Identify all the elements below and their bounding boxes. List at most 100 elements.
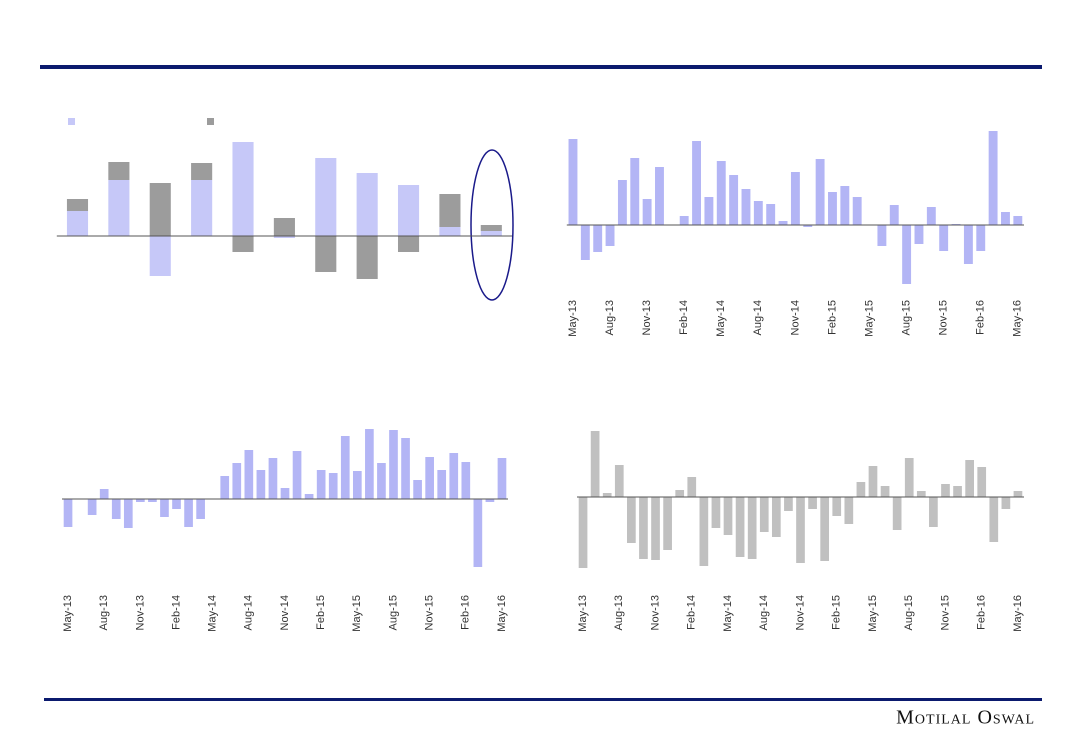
bar — [244, 450, 254, 499]
x-tick-label: Aug-14 — [758, 595, 770, 630]
bar — [292, 451, 302, 499]
x-tick-label: Nov-14 — [794, 595, 806, 630]
bar — [99, 489, 109, 499]
x-tick-label: May-14 — [722, 595, 734, 632]
bar — [1001, 212, 1010, 225]
bar — [877, 225, 887, 246]
x-tick-label: Nov-15 — [939, 595, 951, 630]
bar — [753, 201, 763, 225]
bar — [627, 497, 636, 543]
bar — [389, 430, 398, 499]
bar — [630, 158, 640, 225]
x-tick-label: May-13 — [62, 595, 74, 632]
bar — [280, 488, 290, 499]
bar — [699, 497, 709, 566]
bar — [803, 225, 813, 227]
bar — [655, 167, 664, 225]
bar — [747, 497, 757, 559]
bar — [904, 458, 914, 497]
bar — [832, 497, 842, 516]
footer-logo: Motilal Oswal — [896, 707, 1035, 729]
bar — [963, 225, 973, 264]
bar — [184, 499, 193, 527]
bar — [941, 484, 950, 497]
bar — [220, 476, 230, 499]
bar — [771, 497, 781, 537]
bar — [172, 499, 181, 509]
bar — [397, 185, 420, 236]
bar — [735, 497, 745, 557]
x-tick-label: Nov-14 — [279, 595, 291, 630]
x-tick-label: Feb-15 — [826, 300, 838, 335]
x-tick-label: Aug-14 — [243, 595, 255, 630]
bar — [926, 207, 936, 225]
bar — [1001, 497, 1011, 509]
bar — [716, 161, 726, 225]
bar — [328, 473, 338, 499]
bar — [352, 471, 362, 499]
bar — [316, 470, 326, 499]
bar — [485, 499, 495, 502]
legend-swatch — [207, 118, 214, 125]
legend-swatch — [68, 118, 75, 125]
x-tick-label: Aug-13 — [98, 595, 110, 630]
x-tick-label: Feb-16 — [975, 300, 987, 335]
bar — [87, 499, 97, 515]
bar — [111, 499, 121, 519]
bar — [614, 465, 624, 497]
bar — [953, 486, 962, 497]
bar — [687, 477, 697, 497]
bar — [1013, 216, 1023, 225]
x-tick-label: Nov-13 — [641, 300, 653, 335]
x-tick-label: May-14 — [715, 300, 727, 337]
bar — [617, 180, 627, 225]
bar — [642, 199, 652, 225]
bar — [439, 227, 461, 236]
bar — [852, 197, 862, 225]
x-tick-label: May-16 — [1012, 300, 1024, 337]
x-tick-label: Nov-15 — [424, 595, 436, 630]
bar — [66, 211, 89, 236]
x-tick-label: May-16 — [1012, 595, 1024, 632]
bar — [977, 467, 987, 497]
x-tick-label: Nov-15 — [938, 300, 950, 335]
bar — [778, 221, 788, 225]
bar — [136, 499, 145, 502]
bar — [123, 499, 133, 528]
bar — [892, 497, 902, 530]
highlight-ellipse — [470, 149, 514, 301]
bar — [232, 142, 254, 236]
bar — [377, 463, 386, 499]
bar — [480, 225, 502, 231]
x-tick-label: Feb-15 — [831, 595, 843, 630]
x-tick-label: Feb-15 — [315, 595, 327, 630]
bar — [704, 197, 714, 225]
bar — [880, 486, 890, 497]
bar — [580, 225, 590, 260]
bar — [976, 225, 986, 251]
bar — [840, 186, 850, 225]
bar — [593, 225, 603, 252]
x-tick-label: Nov-13 — [134, 595, 146, 630]
bar — [304, 494, 314, 499]
bar — [808, 497, 817, 509]
bar — [365, 429, 374, 499]
x-tick-label: Feb-14 — [686, 595, 698, 630]
bar — [268, 458, 278, 499]
bar — [679, 216, 689, 225]
bar — [965, 460, 974, 497]
top-rule — [40, 65, 1042, 69]
bar — [844, 497, 854, 524]
bar — [675, 490, 685, 497]
bar — [759, 497, 769, 532]
x-tick-label: Feb-14 — [678, 300, 690, 335]
x-tick-label: Aug-13 — [604, 300, 616, 335]
bar — [796, 497, 805, 563]
x-tick-label: Aug-14 — [752, 300, 764, 335]
x-tick-label: Aug-15 — [387, 595, 399, 630]
bar — [191, 163, 213, 180]
bar — [63, 499, 73, 527]
bar — [741, 189, 751, 225]
bar — [639, 497, 648, 559]
